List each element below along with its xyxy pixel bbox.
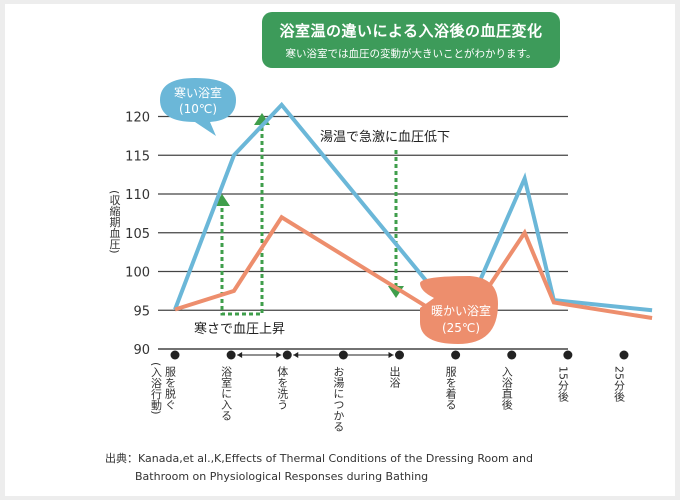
- source-line-2: Bathroom on Physiological Responses duri…: [135, 470, 429, 483]
- span-wash-head-right: [276, 352, 282, 358]
- chart-subtitle: 寒い浴室では血圧の変動が大きいことがわかります。: [285, 48, 537, 60]
- x-label-1: 浴室に入る: [220, 366, 233, 421]
- x-label-8: 25分後: [613, 366, 626, 402]
- y-tick-120: 120: [125, 111, 150, 126]
- x-dot-8: [619, 350, 629, 360]
- warm-bath-line: [174, 214, 653, 331]
- x-label-0: 服を脱ぐ: [164, 366, 177, 410]
- cold-callout-temp: (10℃): [179, 102, 217, 116]
- y-tick-95: 95: [133, 304, 150, 319]
- x-dot-5: [451, 350, 461, 360]
- x-dot-4: [395, 350, 404, 360]
- x-dot-0: [170, 350, 180, 360]
- y-tick-90: 90: [133, 343, 150, 358]
- title-banner: 浴室温の違いによる入浴後の血圧変化 寒い浴室では血圧の変動が大きいことがわかりま…: [262, 12, 560, 68]
- span-soak-head-left: [293, 352, 299, 358]
- x-label-4: 出浴: [388, 365, 401, 389]
- cold-rise-arrow-line: [220, 126, 264, 316]
- warm-callout-temp: (25℃): [442, 321, 480, 335]
- warm-callout-bubble: [420, 276, 498, 344]
- x-label-3: お湯につかる: [332, 366, 345, 432]
- x-label-5: 服を着る: [444, 366, 457, 410]
- y-tick-115: 115: [125, 149, 150, 164]
- source-line-1: 出典：Kanada,et al.,K,Effects of Thermal Co…: [105, 452, 533, 465]
- x-dot-1: [226, 350, 236, 360]
- cold-callout-bubble: [160, 78, 236, 136]
- cold-rise-arrowhead-1: [214, 194, 230, 206]
- source-citation: 出典：Kanada,et al.,K,Effects of Thermal Co…: [105, 450, 533, 486]
- x-dot-6: [507, 350, 517, 360]
- annotation-cold-rise: 寒さで血圧上昇: [194, 321, 285, 337]
- x-label-7: 15分後: [556, 366, 569, 402]
- span-soak-head-right: [388, 352, 394, 358]
- x-dot-7: [563, 350, 573, 360]
- x-dot-2: [282, 350, 292, 360]
- x-label-2: 体を洗う: [276, 365, 289, 410]
- span-wash-head-left: [237, 352, 243, 358]
- chart-panel: [5, 4, 675, 496]
- cold-callout-label: 寒い浴室: [174, 85, 222, 100]
- chart-title: 浴室温の違いによる入浴後の血圧変化: [279, 22, 543, 40]
- annotation-hot-drop: 湯温で急激に血圧低下: [320, 130, 450, 145]
- y-tick-110: 110: [125, 188, 150, 203]
- x-axis-sub-label: (入浴行動): [150, 362, 163, 415]
- y-tick-105: 105: [125, 227, 150, 242]
- y-axis-label: (収縮期血圧): [108, 190, 121, 254]
- y-tick-100: 100: [125, 266, 150, 281]
- warm-callout-label: 暖かい浴室: [431, 303, 491, 318]
- x-label-6: 入浴直後: [500, 366, 513, 410]
